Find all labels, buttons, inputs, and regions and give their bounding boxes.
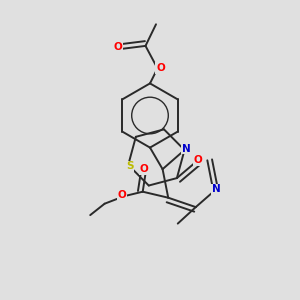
Text: S: S bbox=[126, 161, 134, 171]
Text: O: O bbox=[140, 164, 148, 174]
Text: N: N bbox=[182, 143, 190, 154]
Text: O: O bbox=[113, 42, 122, 52]
Text: O: O bbox=[194, 155, 202, 165]
Text: O: O bbox=[156, 63, 165, 73]
Text: O: O bbox=[117, 190, 126, 200]
Text: N: N bbox=[212, 184, 220, 194]
